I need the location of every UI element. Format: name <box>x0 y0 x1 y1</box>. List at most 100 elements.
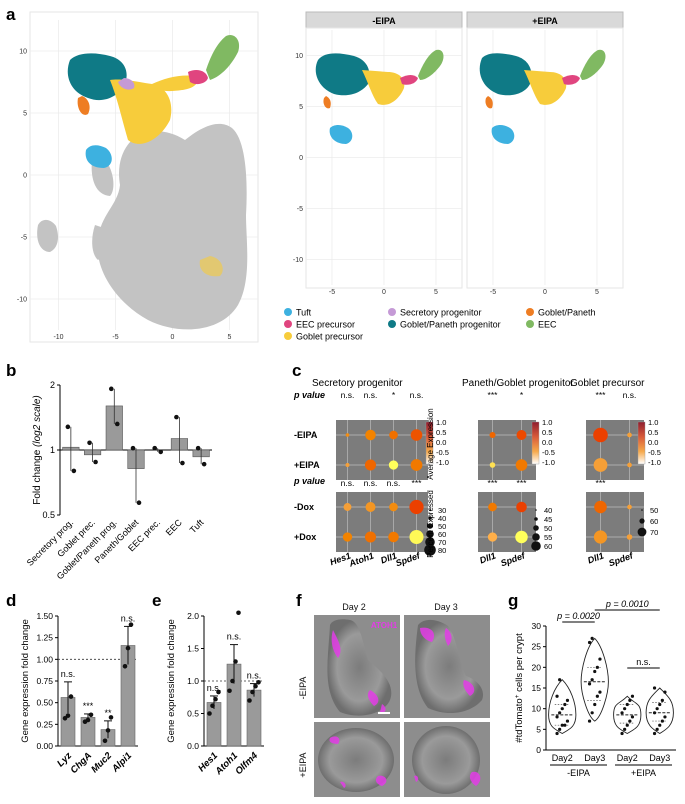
g-ytick: 20 <box>532 662 542 672</box>
facet-minus-xtick: 5 <box>434 289 438 296</box>
g-point <box>655 727 659 731</box>
c-size-label: 60 <box>438 530 446 539</box>
panel-label-f: f <box>296 591 302 610</box>
facet-minus-ytick: -5 <box>297 206 303 213</box>
e-point <box>230 678 235 684</box>
c-dot-dox <box>627 504 632 510</box>
c-colorbar-tick: -1.0 <box>436 458 449 467</box>
c-dot-eipa <box>593 458 608 472</box>
g-point <box>663 690 667 694</box>
c-dot-eipa <box>516 430 527 440</box>
scale-bar <box>378 712 390 714</box>
e-bar <box>206 702 222 747</box>
c-colorbar-tick: 0.5 <box>542 428 552 437</box>
c-row-plus-eipa: +EIPA <box>294 460 320 470</box>
umap-left-ytick: 0 <box>23 173 27 180</box>
g-point <box>560 707 564 711</box>
c-pval-dox: *** <box>517 478 528 488</box>
e-significance: n.s. <box>247 671 262 681</box>
g-ylabel-rest: cells per crypt <box>514 633 525 695</box>
umap-cluster-other-arm <box>92 225 106 260</box>
e-ytick: 1.0 <box>187 676 199 686</box>
umap-combined-plot: 10 5 0 -5 -10 -10 -5 0 5 <box>17 11 259 343</box>
g-point <box>593 669 597 674</box>
c-dot-dox <box>516 501 527 513</box>
facet-minus-ytick: -10 <box>293 257 303 264</box>
g-ylabel-sup: + <box>514 694 521 698</box>
c-panel-dox <box>478 492 536 552</box>
e-point <box>213 696 218 702</box>
g-point <box>630 694 635 698</box>
c-dot-eipa <box>364 459 377 471</box>
e-point <box>216 689 221 695</box>
g-ytick: 25 <box>532 642 542 652</box>
c-dot-eipa <box>627 462 632 468</box>
umap-legend: Tuft Secretory progenitor Goblet/Paneth EEC… <box>284 308 596 342</box>
c-size-label: 40 <box>544 506 552 515</box>
facet-minus-ytick: 10 <box>295 53 303 60</box>
g-comparison-label: n.s. <box>636 657 651 667</box>
d-ytick: 1.50 <box>36 611 53 621</box>
umap-facet-minus-eipa: -EIPA 10 5 0 -5 -10 -5 0 5 <box>293 11 463 296</box>
g-point <box>563 702 567 707</box>
facet-minus-xtick: 0 <box>382 289 386 296</box>
c-size-label: 45 <box>544 515 552 524</box>
c-size-label: 80 <box>438 546 446 555</box>
c-size-swatch <box>532 533 540 541</box>
b-point <box>93 459 98 465</box>
b-ytick: 2 <box>50 380 55 390</box>
atoh1-signal-plus-day2 <box>329 736 387 788</box>
e-point <box>253 683 258 689</box>
umap-left-xtick: 0 <box>171 334 175 341</box>
facet-plus-xtick: 0 <box>543 289 547 296</box>
g-violin <box>548 679 577 734</box>
b-ylabel-main: Fold change <box>32 447 43 505</box>
c-size-swatch <box>429 509 431 511</box>
d-point <box>122 663 128 669</box>
c-size-label: 40 <box>438 514 446 523</box>
c-dot-dox <box>342 532 353 542</box>
panel-label-e: e <box>152 591 161 610</box>
c-row-minus-eipa: -EIPA <box>294 430 318 440</box>
g-point <box>623 707 627 711</box>
c-dot-eipa <box>410 429 423 441</box>
c-size-swatch <box>428 516 432 520</box>
e-ytick: 0.0 <box>187 741 199 751</box>
facet-minus-tuft <box>329 125 353 144</box>
c-dot-dox <box>364 531 377 543</box>
c-dot-eipa <box>365 429 376 441</box>
legend-swatch <box>388 320 396 328</box>
c-dot-dox <box>593 530 608 544</box>
c-size-swatch <box>426 530 434 538</box>
c-dot-dox <box>409 529 424 545</box>
c-pval-eipa: n.s. <box>341 390 355 400</box>
g-point <box>658 702 662 707</box>
c-size-swatch <box>424 544 436 556</box>
g-point <box>563 723 567 727</box>
d-point <box>105 728 111 733</box>
c-size-swatch <box>637 527 647 537</box>
g-point <box>628 698 632 703</box>
e-significance: n.s. <box>207 683 222 693</box>
facet-plus-eec-precursor <box>562 75 580 85</box>
facet-minus-ytick: 0 <box>299 155 303 162</box>
legend-label: Goblet/Paneth <box>538 308 596 318</box>
g-point <box>555 715 559 719</box>
c-group-title: Paneth/Goblet progenitor <box>462 378 574 389</box>
umap-cluster-other <box>97 123 248 330</box>
umap-cluster-other-small <box>37 219 58 252</box>
g-point <box>660 719 664 723</box>
facet-minus-ytick: 5 <box>299 104 303 111</box>
panel-label-g: g <box>508 591 518 610</box>
e-ytick: 0.5 <box>187 709 199 719</box>
c-size-label: 30 <box>438 506 446 515</box>
d-point <box>65 713 71 718</box>
c-colorbar-tick: -0.5 <box>648 448 661 457</box>
c-panel-dox <box>586 492 644 552</box>
c-group-title: Secretory progenitor <box>312 378 403 389</box>
c-size-label: 70 <box>650 528 658 537</box>
g-point <box>595 665 599 669</box>
d-point <box>125 645 131 651</box>
umap-left-ytick: -5 <box>21 235 27 242</box>
e-ytick: 1.5 <box>187 644 199 654</box>
